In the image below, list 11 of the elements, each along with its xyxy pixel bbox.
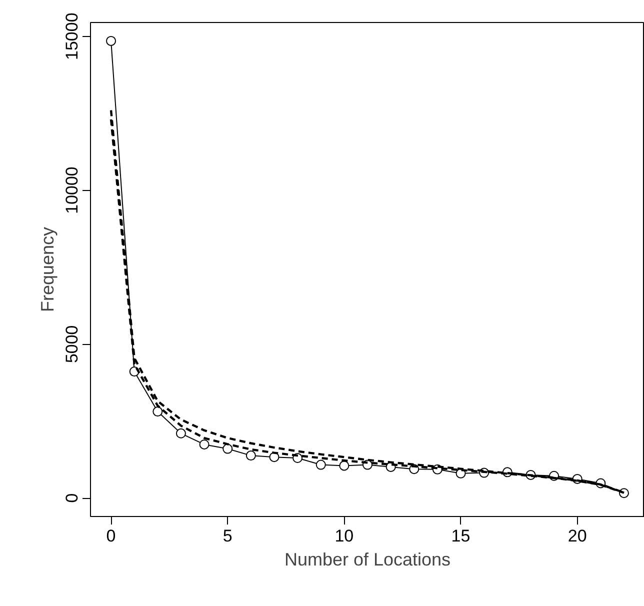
y-tick-label: 15000 (62, 12, 82, 60)
x-tick-label: 5 (222, 526, 232, 546)
x-tick-label: 10 (334, 526, 354, 546)
y-axis-title: Frequency (38, 226, 58, 312)
y-tick-label: 5000 (62, 325, 82, 364)
x-tick-label: 15 (451, 526, 470, 546)
y-tick-label: 10000 (62, 166, 82, 214)
x-axis-title: Number of Locations (284, 550, 451, 570)
x-tick-label: 0 (106, 526, 116, 546)
y-tick-label: 0 (62, 493, 82, 503)
x-tick-label: 20 (568, 526, 587, 546)
